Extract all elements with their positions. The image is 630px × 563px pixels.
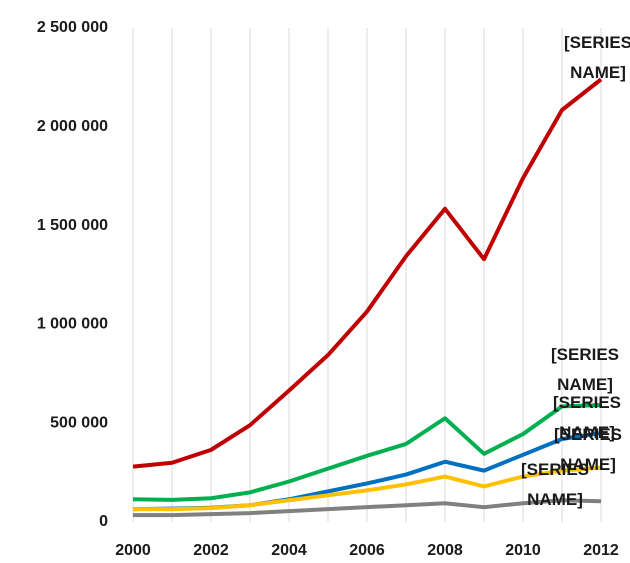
y-tick-label: 1 000 000 bbox=[37, 316, 108, 333]
y-tick-label: 1 500 000 bbox=[37, 217, 108, 234]
x-tick-label: 2008 bbox=[427, 542, 463, 559]
x-tick-label: 2010 bbox=[505, 542, 541, 559]
series-line bbox=[133, 465, 602, 512]
x-tick-label: 2000 bbox=[115, 542, 151, 559]
series-line bbox=[132, 77, 603, 469]
y-tick-label: 2 000 000 bbox=[37, 118, 108, 135]
y-tick-label: 2 500 000 bbox=[37, 19, 108, 36]
series-line bbox=[132, 403, 602, 502]
x-tick-label: 2004 bbox=[271, 542, 307, 559]
series-label: [SERIES NAME] bbox=[552, 393, 622, 442]
series-label: [SERIES NAME] bbox=[553, 425, 623, 474]
series-line bbox=[133, 498, 602, 518]
series-label: [SERIES NAME] bbox=[520, 460, 590, 509]
x-tick-label: 2006 bbox=[349, 542, 385, 559]
x-tick-label: 2012 bbox=[583, 542, 619, 559]
y-tick-label: 500 000 bbox=[50, 414, 108, 431]
series-label: [SERIES NAME] bbox=[550, 345, 620, 394]
series-label: [SERIES NAME] bbox=[563, 33, 630, 82]
x-tick-label: 2002 bbox=[193, 542, 229, 559]
y-tick-label: 0 bbox=[99, 513, 108, 530]
